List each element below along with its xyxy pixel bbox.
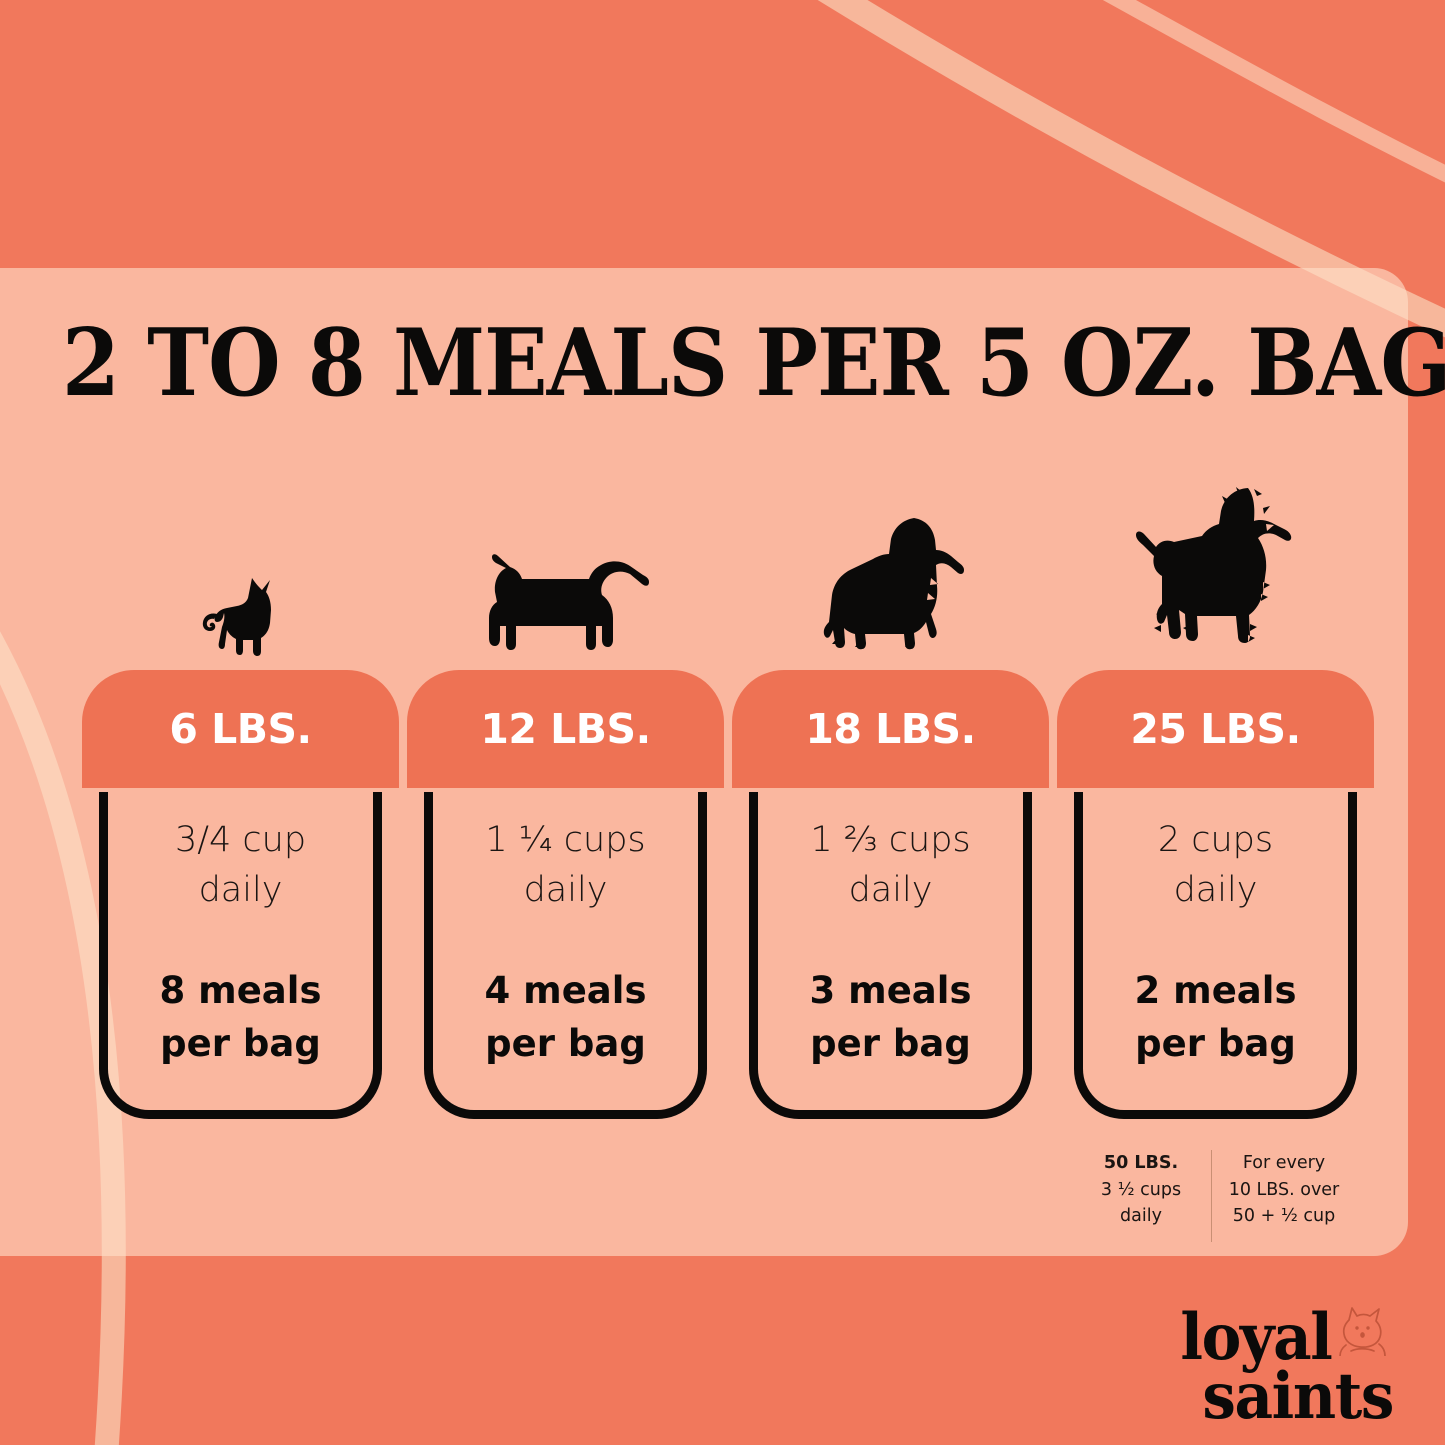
brand-logo: loyal saints [1169, 1300, 1394, 1435]
meals-line-1: 3 meals [809, 969, 972, 1013]
card-body: 1 ¼ cups daily 4 meals per bag [424, 792, 707, 1119]
card-weight-label: 6 LBS. [169, 704, 312, 753]
dog-silhouette-cell [403, 465, 728, 665]
card-daily-amount: 1 ¼ cups daily [485, 816, 645, 915]
amount-line-1: 1 ¼ cups [485, 820, 646, 860]
card-body: 1 ⅔ cups daily 3 meals per bag [749, 792, 1032, 1119]
meals-line-1: 2 meals [1134, 969, 1297, 1013]
card-daily-amount: 2 cups daily [1158, 816, 1273, 915]
footnote-50lbs-label: 50 LBS. [1103, 1153, 1179, 1173]
dog-silhouette-cell [78, 465, 403, 665]
logo-word-loyal: loyal [1179, 1300, 1332, 1376]
logo-word-saints: saints [1202, 1359, 1394, 1435]
footnote-50lbs-column: 50 LBS. 3 ½ cups daily [1085, 1150, 1211, 1242]
meals-line-1: 4 meals [484, 969, 647, 1013]
feeding-card: 18 LBS. 1 ⅔ cups daily 3 meals per bag [728, 670, 1053, 1125]
poodle-silhouette-icon [1135, 487, 1291, 643]
card-body: 2 cups daily 2 meals per bag [1074, 792, 1357, 1119]
footnote-block: 50 LBS. 3 ½ cups daily For every 10 LBS.… [1085, 1150, 1340, 1242]
dog-silhouette-cell [728, 465, 1053, 665]
meals-line-1: 8 meals [159, 969, 322, 1013]
card-daily-amount: 1 ⅔ cups daily [810, 816, 970, 915]
amount-line-2: daily [523, 869, 608, 910]
footnote-over50-line-1: For every [1242, 1153, 1326, 1173]
logo-line-2-row: saints [1169, 1359, 1394, 1435]
card-weight-header: 12 LBS. [407, 670, 724, 788]
dog-silhouette-cell [1053, 465, 1378, 665]
feeding-card: 12 LBS. 1 ¼ cups daily 4 meals per bag [403, 670, 728, 1125]
card-weight-header: 25 LBS. [1057, 670, 1374, 788]
amount-line-1: 3/4 cup [174, 820, 307, 860]
card-body: 3/4 cup daily 8 meals per bag [99, 792, 382, 1119]
logo-line-1-row: loyal [1169, 1300, 1393, 1376]
feeding-card: 25 LBS. 2 cups daily 2 meals per bag [1053, 670, 1378, 1125]
meals-line-2: per bag [1135, 1021, 1296, 1065]
dog-silhouette-row [78, 465, 1378, 665]
footnote-50lbs-amount: 3 ½ cups [1100, 1179, 1182, 1200]
dog-head-outline-icon [1339, 1307, 1386, 1357]
footnote-over50-line-3: 50 + ½ cup [1232, 1206, 1336, 1227]
meals-line-2: per bag [160, 1021, 321, 1065]
card-weight-label: 25 LBS. [1130, 704, 1301, 753]
card-meals-per-bag: 8 meals per bag [160, 965, 322, 1070]
card-weight-label: 12 LBS. [480, 704, 651, 753]
card-weight-label: 18 LBS. [805, 704, 976, 753]
card-meals-per-bag: 4 meals per bag [485, 965, 647, 1070]
card-meals-per-bag: 3 meals per bag [810, 965, 972, 1070]
amount-line-2: daily [848, 869, 933, 910]
card-weight-header: 18 LBS. [732, 670, 1049, 788]
footnote-50lbs-daily: daily [1120, 1206, 1162, 1227]
footnote-over50-line-2: 10 LBS. over [1228, 1179, 1340, 1200]
card-daily-amount: 3/4 cup daily [175, 816, 306, 915]
footnote-over50-column: For every 10 LBS. over 50 + ½ cup [1211, 1150, 1340, 1242]
page-title: 2 TO 8 MEALS PER 5 OZ. BAG [62, 308, 1445, 417]
amount-line-1: 1 ⅔ cups [810, 820, 971, 860]
amount-line-1: 2 cups [1157, 820, 1274, 860]
feeding-card: 6 LBS. 3/4 cup daily 8 meals per bag [78, 670, 403, 1125]
card-weight-header: 6 LBS. [82, 670, 399, 788]
feeding-cards-row: 6 LBS. 3/4 cup daily 8 meals per bag 12 … [78, 670, 1378, 1125]
card-meals-per-bag: 2 meals per bag [1135, 965, 1297, 1070]
amount-line-2: daily [1173, 869, 1258, 910]
dachshund-silhouette-icon [488, 554, 649, 650]
meals-line-2: per bag [810, 1021, 971, 1065]
chihuahua-silhouette-icon [202, 578, 271, 656]
amount-line-2: daily [198, 869, 283, 910]
meals-line-2: per bag [485, 1021, 646, 1065]
spaniel-silhouette-icon [823, 518, 964, 650]
